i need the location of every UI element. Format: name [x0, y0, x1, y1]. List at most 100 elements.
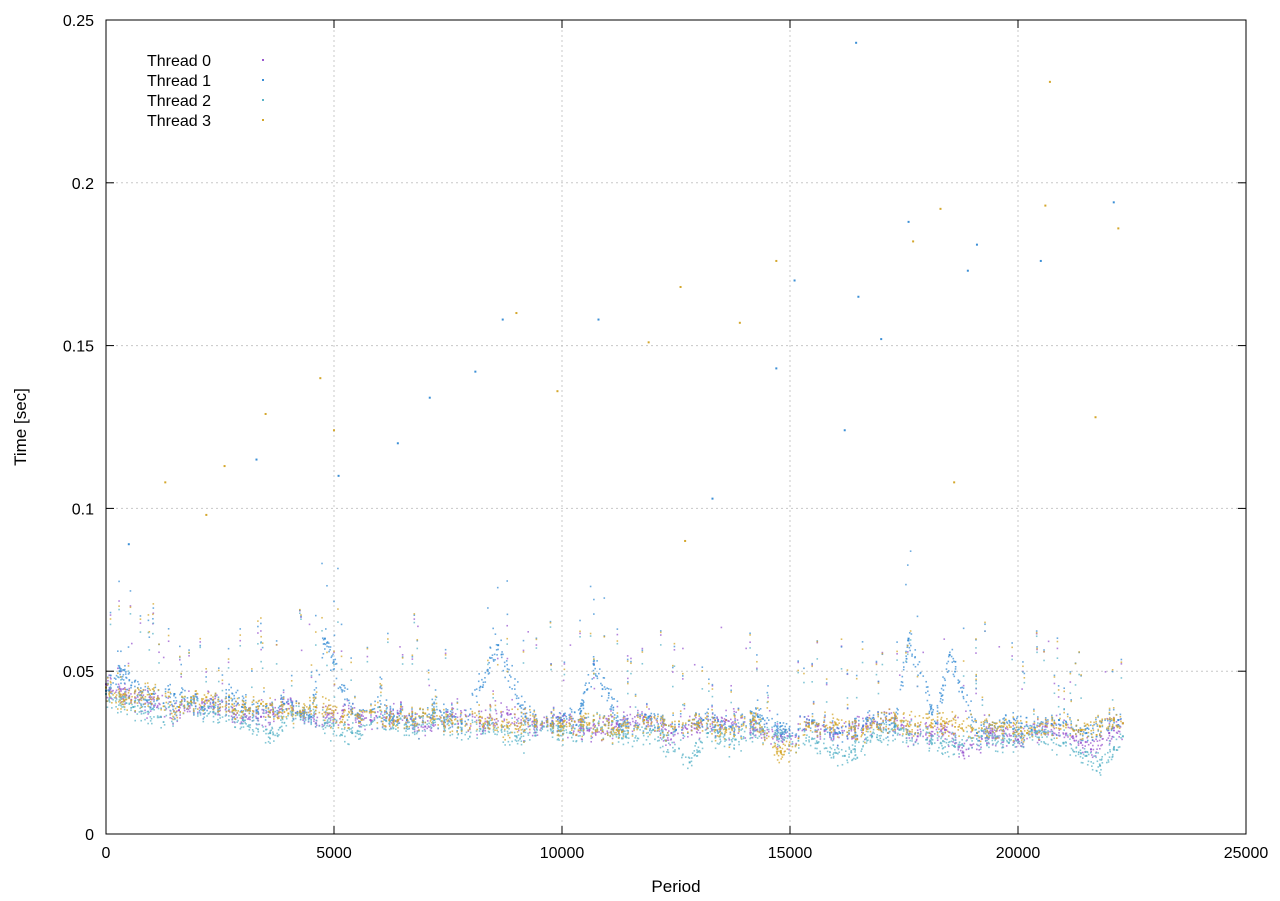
data-point: [995, 745, 997, 747]
data-point: [431, 730, 433, 732]
data-point: [654, 715, 656, 717]
data-point: [1059, 735, 1061, 737]
data-point: [238, 697, 240, 699]
data-point: [749, 632, 751, 634]
data-point: [1034, 721, 1036, 723]
data-point: [767, 697, 769, 699]
data-point: [786, 737, 788, 739]
data-point: [349, 729, 351, 731]
data-point: [310, 722, 312, 724]
data-point: [847, 762, 849, 764]
data-point: [461, 733, 463, 735]
data-point: [653, 713, 655, 715]
data-point: [336, 678, 338, 680]
data-point: [434, 722, 436, 724]
data-point: [301, 650, 303, 652]
data-point: [222, 674, 224, 676]
data-point: [623, 711, 625, 713]
data-point: [1092, 739, 1094, 741]
data-point: [1116, 721, 1118, 723]
data-point: [151, 718, 153, 720]
data-point: [262, 726, 264, 728]
data-point: [810, 727, 812, 729]
data-point: [867, 739, 869, 741]
data-point: [668, 734, 670, 736]
data-point: [416, 713, 418, 715]
data-point: [915, 742, 917, 744]
data-point: [648, 716, 650, 718]
data-point: [1043, 649, 1045, 651]
data-point: [931, 742, 933, 744]
data-point: [510, 676, 512, 678]
data-point: [909, 737, 911, 739]
data-point: [939, 731, 941, 733]
data-point: [528, 734, 530, 736]
data-point: [760, 721, 762, 723]
data-point: [882, 732, 884, 734]
data-point: [782, 738, 784, 740]
data-point: [495, 709, 497, 711]
data-point: [862, 725, 864, 727]
data-point: [139, 702, 141, 704]
data-point: [811, 719, 813, 721]
data-point: [295, 712, 297, 714]
data-point: [789, 733, 791, 735]
data-point: [228, 696, 230, 698]
data-point: [732, 721, 734, 723]
data-point: [412, 656, 414, 658]
data-point: [1097, 760, 1099, 762]
data-point: [404, 734, 406, 736]
data-point: [1029, 731, 1031, 733]
data-point: [985, 737, 987, 739]
data-point: [333, 668, 335, 670]
data-point: [966, 701, 968, 703]
data-point: [474, 689, 476, 691]
data-point: [963, 675, 965, 677]
data-point: [1109, 735, 1111, 737]
data-point: [1046, 736, 1048, 738]
data-point: [579, 633, 581, 635]
data-point: [764, 724, 766, 726]
data-point: [189, 711, 191, 713]
data-point: [691, 761, 693, 763]
data-point: [682, 764, 684, 766]
data-point: [283, 709, 285, 711]
data-point: [606, 700, 608, 702]
data-point: [128, 703, 130, 705]
data-point: [118, 609, 120, 611]
data-point: [1117, 719, 1119, 721]
data-point: [674, 724, 676, 726]
data-point: [391, 719, 393, 721]
data-point: [880, 740, 882, 742]
data-point: [673, 742, 675, 744]
data-point: [408, 728, 410, 730]
data-point: [626, 730, 628, 732]
data-point: [917, 729, 919, 731]
data-point: [248, 718, 250, 720]
data-point: [1108, 730, 1110, 732]
data-point: [863, 720, 865, 722]
data-point: [909, 632, 911, 634]
data-point: [757, 716, 759, 718]
data-point: [583, 701, 585, 703]
data-point: [550, 626, 552, 628]
data-point: [694, 728, 696, 730]
data-point: [504, 677, 506, 679]
data-point: [952, 741, 954, 743]
data-point: [448, 728, 450, 730]
data-point: [126, 677, 128, 679]
data-point: [350, 657, 352, 659]
data-point: [150, 720, 152, 722]
data-point: [615, 717, 617, 719]
data-point: [145, 689, 147, 691]
data-point: [130, 685, 132, 687]
data-point: [571, 711, 573, 713]
data-point: [180, 676, 182, 678]
data-point: [953, 660, 955, 662]
data-point: [928, 743, 930, 745]
data-point: [774, 730, 776, 732]
data-point: [792, 732, 794, 734]
data-point: [1065, 735, 1067, 737]
data-point: [752, 741, 754, 743]
data-point: [272, 733, 274, 735]
